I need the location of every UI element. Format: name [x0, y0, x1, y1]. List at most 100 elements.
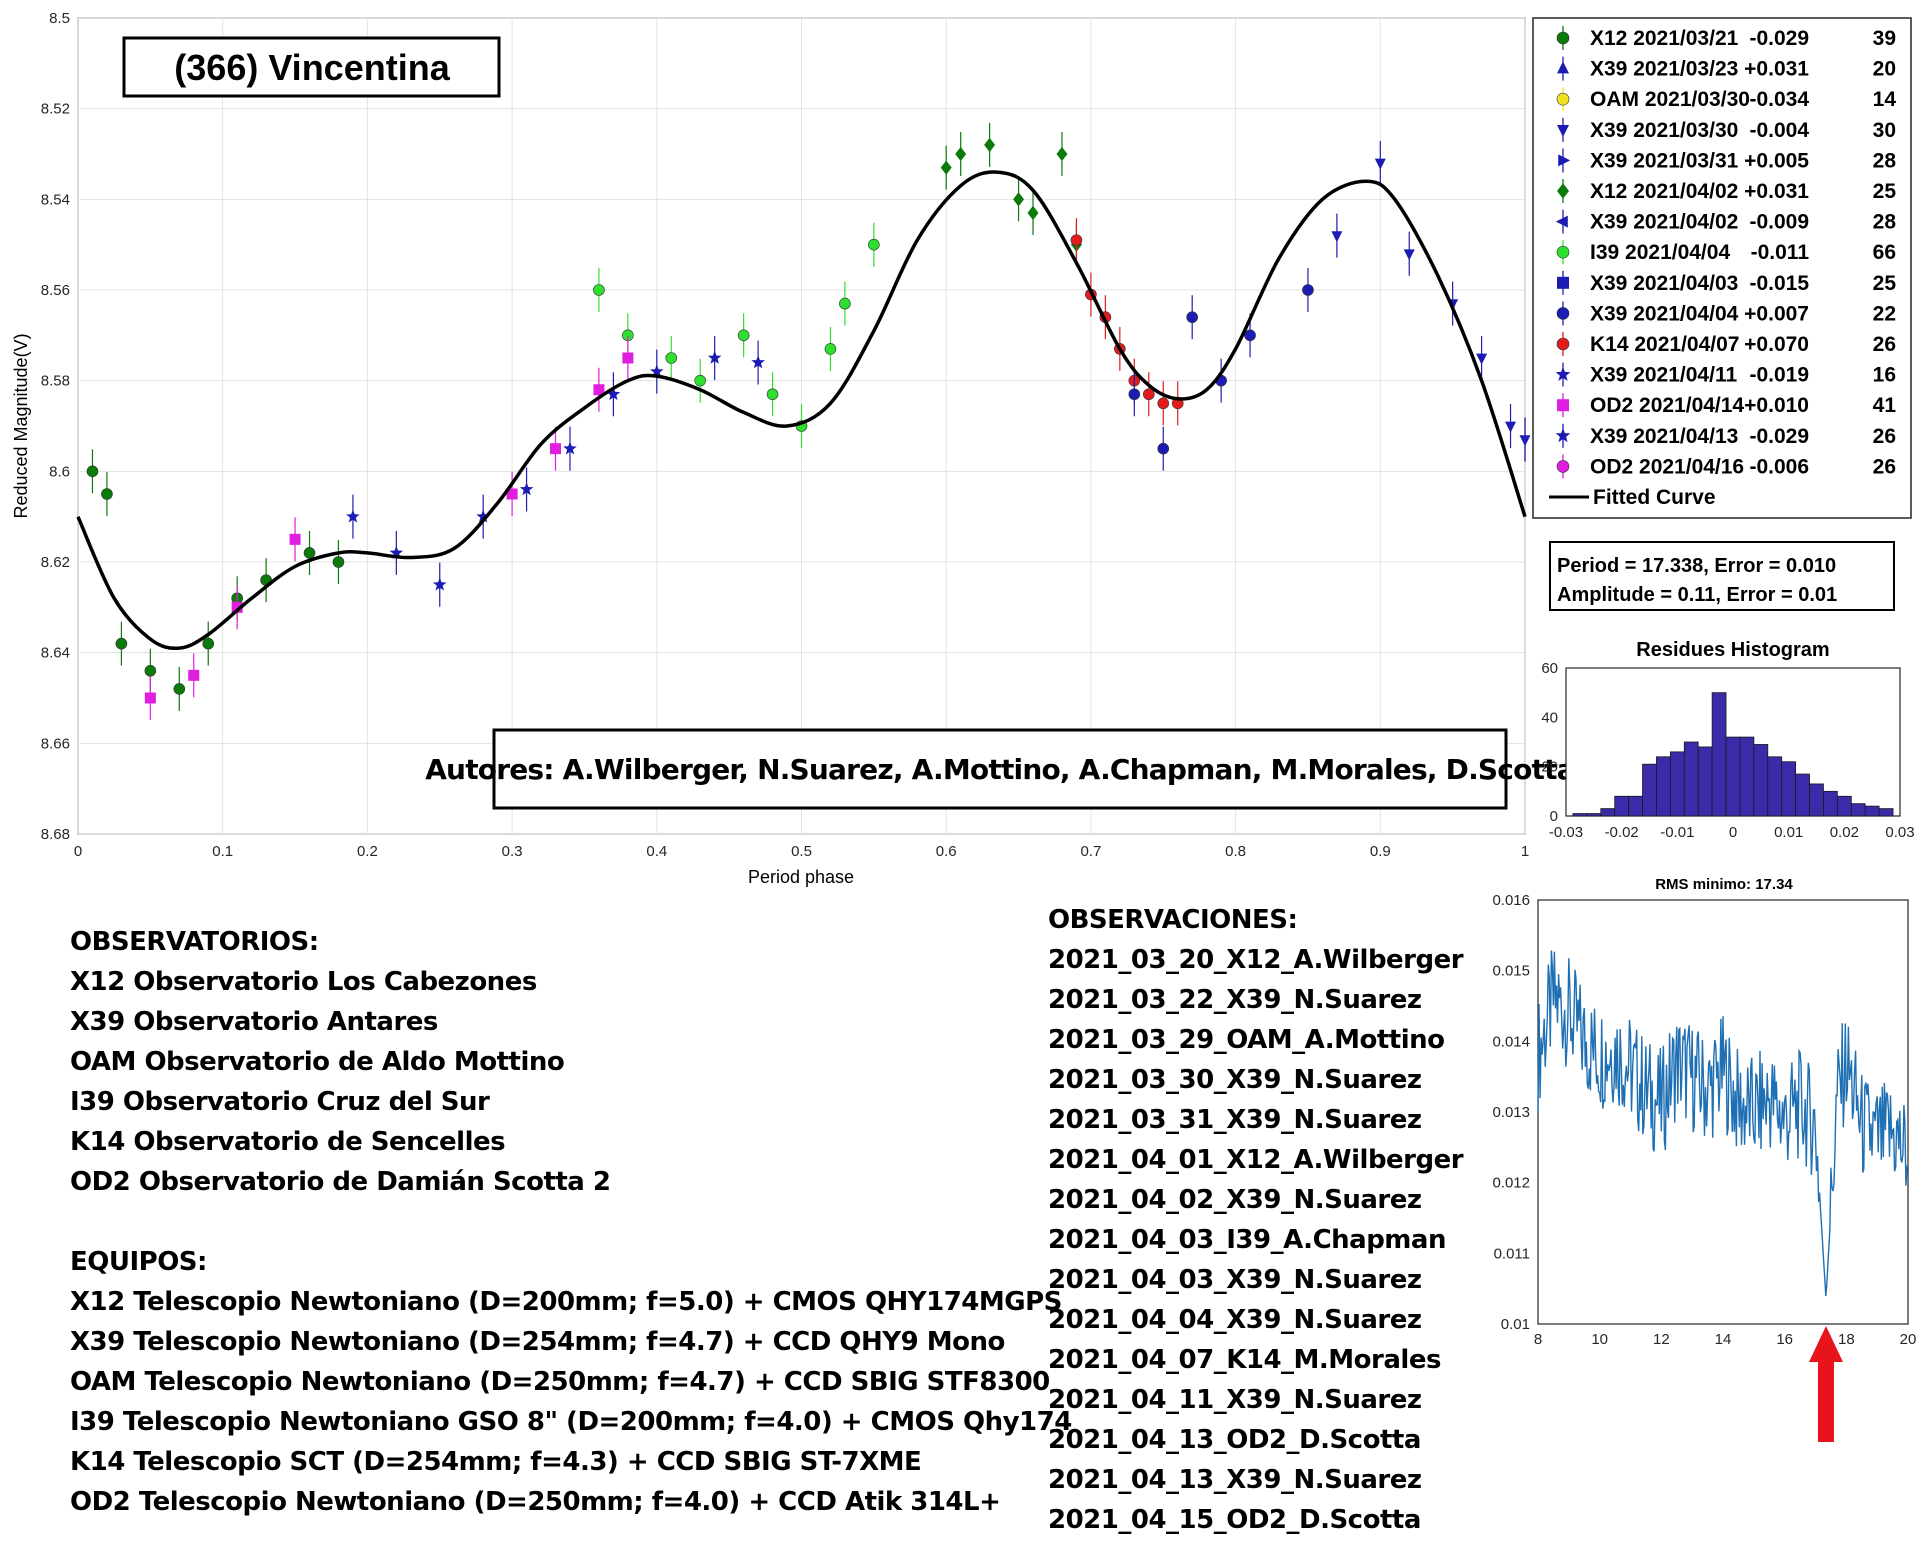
histogram-bar [1725, 736, 1741, 817]
authors-text: Autores: A.Wilberger, N.Suarez, A.Mottin… [425, 753, 1575, 786]
x-tick-label: 0.6 [936, 843, 957, 860]
observacion-item: 2021_03_31_X39_N.Suarez [1048, 1105, 1422, 1135]
data-point [1157, 397, 1170, 410]
data-point [1558, 154, 1571, 167]
data-point [1056, 146, 1068, 162]
data-point [1556, 31, 1570, 45]
data-point [1557, 276, 1569, 289]
histogram-bar [1823, 790, 1838, 817]
data-point [1157, 442, 1170, 455]
rms-x-tick-label: 16 [1776, 1331, 1793, 1348]
fit-amplitude-text: Amplitude = 0.11, Error = 0.01 [1557, 584, 1837, 606]
data-point [1557, 125, 1569, 137]
legend-label: X39 2021/04/11 [1590, 364, 1737, 387]
y-tick-label: 8.62 [41, 554, 70, 571]
data-point [432, 577, 447, 591]
data-point [1186, 311, 1198, 324]
rms-x-tick-label: 20 [1900, 1331, 1917, 1348]
equipo-item: X39 Telescopio Newtoniano (D=254mm; f=4.… [70, 1327, 1005, 1357]
observatorio-item: I39 Observatorio Cruz del Sur [70, 1087, 490, 1117]
histogram-bar [1809, 783, 1824, 817]
data-point [1556, 337, 1570, 351]
data-point [1374, 158, 1386, 170]
histogram-bar [1586, 813, 1602, 817]
x-tick-label: 0.1 [212, 843, 233, 860]
legend-count: 26 [1873, 455, 1896, 478]
hist-x-tick-label: -0.03 [1549, 824, 1583, 841]
legend-offset: -0.029 [1749, 27, 1809, 50]
legend-label: OD2 2021/04/14 [1590, 394, 1744, 417]
y-tick-label: 8.5 [49, 10, 70, 27]
legend-offset: -0.009 [1749, 211, 1809, 234]
data-point [346, 509, 360, 523]
legend-count: 66 [1873, 241, 1896, 264]
data-point [202, 637, 215, 650]
data-point [1142, 388, 1155, 401]
observacion-item: 2021_04_03_X39_N.Suarez [1048, 1265, 1422, 1295]
observacion-item: 2021_04_11_X39_N.Suarez [1048, 1385, 1422, 1415]
hist-x-tick-label: -0.01 [1660, 824, 1694, 841]
equipo-item: OAM Telescopio Newtoniano (D=250mm; f=4.… [70, 1367, 1050, 1397]
data-point [694, 374, 707, 387]
rms-y-tick-label: 0.016 [1492, 892, 1530, 909]
data-point [665, 352, 678, 364]
x-tick-label: 0.8 [1225, 843, 1246, 860]
legend-count: 28 [1873, 149, 1897, 172]
legend-label: X39 2021/03/30 [1590, 119, 1738, 142]
data-point [955, 146, 967, 162]
observacion-item: 2021_04_03_I39_A.Chapman [1048, 1225, 1446, 1255]
x-tick-label: 0.7 [1080, 843, 1101, 860]
legend-label: I39 2021/04/04 [1590, 241, 1730, 264]
data-point [1556, 460, 1570, 473]
observaciones-heading: OBSERVACIONES: [1048, 905, 1298, 935]
legend: X12 2021/03/21 -0.029 39 X39 2021/03/23 +0.0… [1549, 26, 1896, 509]
observacion-item: 2021_04_13_OD2_D.Scotta [1048, 1425, 1421, 1455]
data-point [940, 160, 952, 175]
data-point [1476, 353, 1488, 365]
hist-x-tick-label: 0.02 [1830, 824, 1859, 841]
equipos-heading: EQUIPOS: [70, 1247, 207, 1277]
hist-y-tick-label: 0 [1550, 808, 1558, 825]
rms-title: RMS minimo: 17.34 [1655, 876, 1793, 893]
rms-series-line [1537, 950, 1909, 1296]
legend-count: 28 [1873, 211, 1897, 234]
histogram-bar [1572, 813, 1588, 817]
x-tick-label: 0.5 [791, 843, 812, 860]
rms-y-tick-label: 0.013 [1492, 1104, 1530, 1121]
legend-offset: -0.006 [1749, 455, 1809, 478]
rms-x-tick-label: 10 [1591, 1331, 1608, 1348]
y-tick-label: 8.64 [41, 645, 70, 662]
equipo-item: X12 Telescopio Newtoniano (D=200mm; f=5.… [70, 1287, 1062, 1317]
data-point [101, 488, 113, 500]
legend-label: X39 2021/04/04 [1590, 302, 1739, 325]
y-tick-label: 8.66 [41, 735, 70, 752]
legend-offset: -0.019 [1749, 364, 1809, 387]
data-point [606, 387, 621, 401]
legend-box [1532, 17, 1912, 519]
data-point [188, 669, 200, 681]
legend-count: 26 [1873, 425, 1896, 448]
data-point [144, 692, 156, 704]
rms-y-tick-label: 0.015 [1492, 963, 1530, 980]
histogram-bar [1642, 763, 1657, 817]
data-point [1244, 329, 1256, 342]
hist-y-tick-label: 20 [1541, 759, 1558, 776]
legend-count: 25 [1873, 180, 1897, 203]
data-point [1403, 249, 1415, 261]
data-point [622, 352, 634, 364]
data-point [303, 547, 316, 559]
x-tick-label: 0.2 [357, 843, 378, 860]
observatorio-item: OAM Observatorio de Aldo Mottino [70, 1047, 565, 1077]
data-point [550, 443, 562, 455]
data-point [1070, 234, 1083, 246]
y-tick-label: 8.56 [41, 282, 70, 299]
legend-label: K14 2021/04/07 [1590, 333, 1739, 356]
legend-fitted-label: Fitted Curve [1593, 486, 1716, 509]
observatorio-item: OD2 Observatorio de Damián Scotta 2 [70, 1167, 611, 1197]
y-tick-label: 8.52 [41, 101, 70, 118]
data-point [1128, 388, 1141, 401]
hist-x-tick-label: 0.01 [1774, 824, 1803, 841]
data-point [1302, 284, 1314, 296]
legend-label: X12 2021/03/21 [1590, 27, 1739, 50]
